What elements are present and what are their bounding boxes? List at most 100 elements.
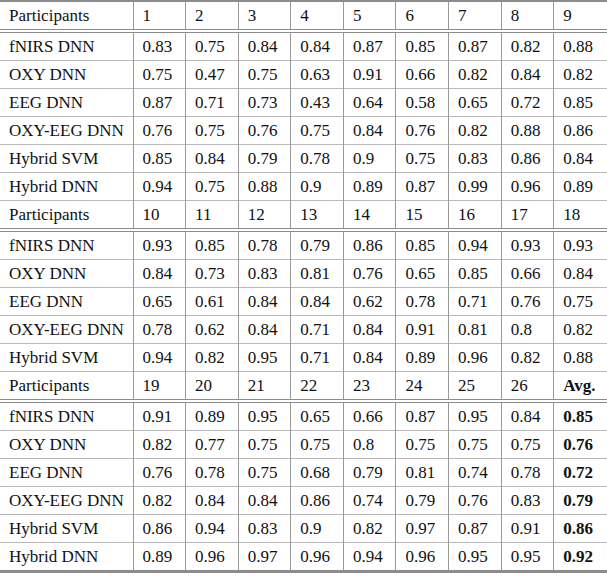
accuracy-value-cell: 0.76 (133, 459, 186, 487)
accuracy-value-cell: 0.76 (238, 117, 291, 145)
accuracy-value-cell: 0.78 (133, 316, 186, 344)
participant-number-cell: 13 (291, 201, 344, 231)
accuracy-value-cell: 0.96 (186, 543, 239, 572)
accuracy-value-cell: 0.85 (554, 401, 607, 431)
accuracy-value-cell: 0.68 (291, 459, 344, 487)
accuracy-value-cell: 0.75 (238, 431, 291, 459)
accuracy-value-cell: 0.62 (186, 316, 239, 344)
accuracy-value-cell: 0.8 (501, 316, 554, 344)
accuracy-value-cell: 0.93 (501, 230, 554, 260)
participant-number-cell: 3 (238, 1, 291, 31)
accuracy-value-cell: 0.95 (449, 401, 502, 431)
participants-corner-cell: Participants (0, 201, 133, 231)
accuracy-value-cell: 0.91 (343, 61, 396, 89)
accuracy-value-cell: 0.86 (291, 487, 344, 515)
model-data-row: fNIRS DNN0.930.850.780.790.860.850.940.9… (0, 230, 607, 260)
model-data-row: Hybrid SVM0.860.940.830.90.820.970.870.9… (0, 515, 607, 543)
participant-number-cell: 21 (238, 372, 291, 402)
results-table-body: Participants123456789fNIRS DNN0.830.750.… (0, 1, 607, 572)
model-data-row: EEG DNN0.650.610.840.840.620.780.710.760… (0, 288, 607, 316)
participant-number-cell: 25 (449, 372, 502, 402)
accuracy-value-cell: 0.75 (186, 173, 239, 201)
participant-number-cell: 24 (396, 372, 449, 402)
accuracy-value-cell: 0.97 (238, 543, 291, 572)
accuracy-value-cell: 0.78 (186, 459, 239, 487)
model-data-row: Hybrid DNN0.940.750.880.90.890.870.990.9… (0, 173, 607, 201)
model-label-cell: Hybrid DNN (0, 173, 133, 201)
participant-number-cell: Avg. (554, 372, 607, 402)
accuracy-value-cell: 0.73 (186, 260, 239, 288)
accuracy-value-cell: 0.88 (554, 344, 607, 372)
accuracy-value-cell: 0.84 (238, 31, 291, 61)
participants-header-row: Participants101112131415161718 (0, 201, 607, 231)
accuracy-value-cell: 0.66 (343, 401, 396, 431)
accuracy-value-cell: 0.84 (343, 344, 396, 372)
accuracy-value-cell: 0.75 (501, 431, 554, 459)
accuracy-value-cell: 0.97 (396, 515, 449, 543)
accuracy-value-cell: 0.82 (343, 515, 396, 543)
accuracy-value-cell: 0.75 (449, 431, 502, 459)
model-label-cell: fNIRS DNN (0, 31, 133, 61)
participants-header-row: Participants1920212223242526Avg. (0, 372, 607, 402)
accuracy-value-cell: 0.95 (449, 543, 502, 572)
participant-number-cell: 8 (501, 1, 554, 31)
participant-number-cell: 16 (449, 201, 502, 231)
model-label-cell: OXY DNN (0, 61, 133, 89)
accuracy-value-cell: 0.43 (291, 89, 344, 117)
accuracy-value-cell: 0.78 (291, 145, 344, 173)
accuracy-value-cell: 0.75 (554, 288, 607, 316)
accuracy-value-cell: 0.95 (501, 543, 554, 572)
participant-number-cell: 9 (554, 1, 607, 31)
accuracy-value-cell: 0.88 (501, 117, 554, 145)
model-label-cell: Hybrid DNN (0, 543, 133, 572)
participant-number-cell: 12 (238, 201, 291, 231)
accuracy-value-cell: 0.83 (501, 487, 554, 515)
model-label-cell: OXY-EEG DNN (0, 487, 133, 515)
accuracy-value-cell: 0.87 (343, 31, 396, 61)
accuracy-value-cell: 0.89 (186, 401, 239, 431)
accuracy-value-cell: 0.96 (449, 344, 502, 372)
accuracy-value-cell: 0.77 (186, 431, 239, 459)
participants-header-row: Participants123456789 (0, 1, 607, 31)
accuracy-value-cell: 0.9 (291, 515, 344, 543)
accuracy-value-cell: 0.86 (343, 230, 396, 260)
accuracy-value-cell: 0.87 (396, 173, 449, 201)
accuracy-value-cell: 0.82 (501, 344, 554, 372)
model-data-row: Hybrid SVM0.940.820.950.710.840.890.960.… (0, 344, 607, 372)
accuracy-value-cell: 0.96 (291, 543, 344, 572)
accuracy-value-cell: 0.83 (238, 260, 291, 288)
accuracy-value-cell: 0.65 (396, 260, 449, 288)
accuracy-value-cell: 0.71 (291, 344, 344, 372)
accuracy-value-cell: 0.75 (186, 117, 239, 145)
accuracy-value-cell: 0.76 (449, 487, 502, 515)
accuracy-value-cell: 0.65 (133, 288, 186, 316)
accuracy-value-cell: 0.47 (186, 61, 239, 89)
accuracy-value-cell: 0.65 (291, 401, 344, 431)
participant-number-cell: 26 (501, 372, 554, 402)
accuracy-value-cell: 0.81 (396, 459, 449, 487)
model-label-cell: Hybrid SVM (0, 515, 133, 543)
accuracy-value-cell: 0.72 (554, 459, 607, 487)
accuracy-value-cell: 0.84 (343, 316, 396, 344)
participant-number-cell: 1 (133, 1, 186, 31)
accuracy-value-cell: 0.76 (343, 260, 396, 288)
model-data-row: fNIRS DNN0.910.890.950.650.660.870.950.8… (0, 401, 607, 431)
accuracy-value-cell: 0.79 (396, 487, 449, 515)
accuracy-value-cell: 0.75 (238, 459, 291, 487)
accuracy-value-cell: 0.75 (133, 61, 186, 89)
participant-number-cell: 11 (186, 201, 239, 231)
accuracy-value-cell: 0.74 (343, 487, 396, 515)
accuracy-value-cell: 0.96 (396, 543, 449, 572)
participant-number-cell: 6 (396, 1, 449, 31)
accuracy-value-cell: 0.84 (238, 288, 291, 316)
model-label-cell: fNIRS DNN (0, 401, 133, 431)
accuracy-value-cell: 0.96 (501, 173, 554, 201)
model-label-cell: Hybrid SVM (0, 145, 133, 173)
model-data-row: OXY-EEG DNN0.760.750.760.750.840.760.820… (0, 117, 607, 145)
accuracy-value-cell: 0.84 (186, 145, 239, 173)
accuracy-value-cell: 0.91 (133, 401, 186, 431)
model-data-row: OXY-EEG DNN0.820.840.840.860.740.790.760… (0, 487, 607, 515)
participant-number-cell: 20 (186, 372, 239, 402)
participant-number-cell: 18 (554, 201, 607, 231)
accuracy-value-cell: 0.93 (554, 230, 607, 260)
